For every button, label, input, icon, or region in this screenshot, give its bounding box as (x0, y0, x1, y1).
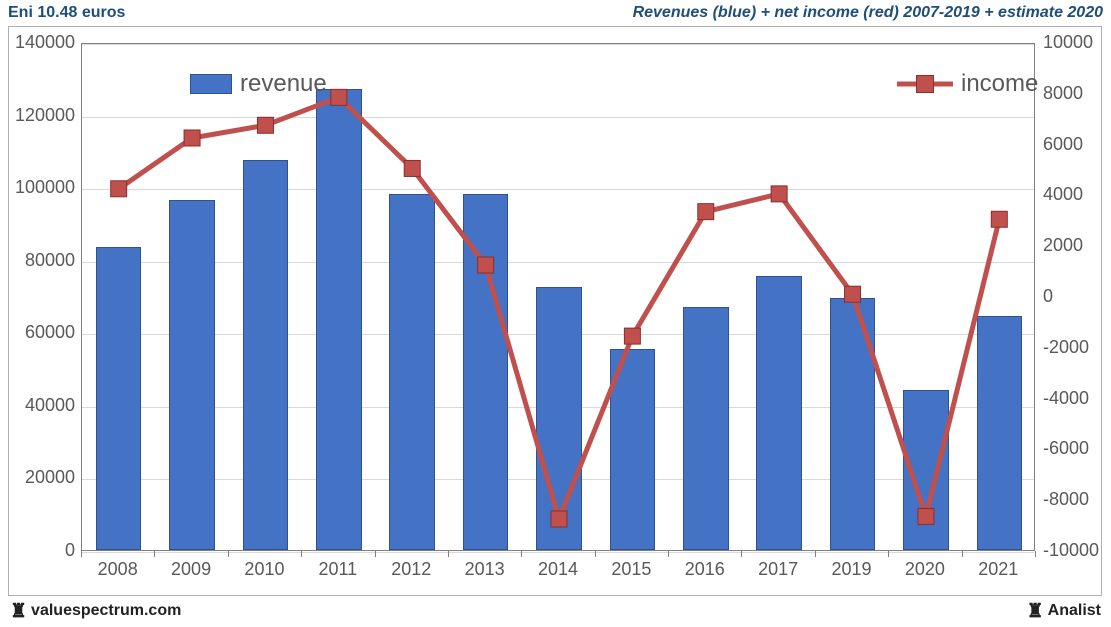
income-line (82, 44, 1036, 552)
x-tick (81, 551, 82, 557)
x-tick (1035, 551, 1036, 557)
plot-area: revenue income (81, 43, 1035, 551)
income-marker (184, 130, 200, 146)
chart-header: Eni 10.48 euros Revenues (blue) + net in… (0, 0, 1111, 26)
y-right-tick: 10000 (1043, 32, 1103, 53)
x-tick (815, 551, 816, 557)
y-right-tick: -8000 (1043, 489, 1103, 510)
income-marker (404, 160, 420, 176)
income-legend: income (897, 70, 1038, 98)
x-category: 2017 (758, 559, 798, 580)
header-left: Eni 10.48 euros (8, 4, 125, 22)
revenue-legend: revenue (190, 70, 327, 98)
x-tick (375, 551, 376, 557)
x-category: 2010 (244, 559, 284, 580)
y-left-tick: 0 (15, 540, 75, 561)
x-tick (301, 551, 302, 557)
y-right-tick: 0 (1043, 286, 1103, 307)
x-category: 2020 (905, 559, 945, 580)
x-tick (741, 551, 742, 557)
gridline (82, 552, 1034, 553)
y-left-tick: 60000 (15, 322, 75, 343)
income-marker (845, 286, 861, 302)
x-category: 2012 (391, 559, 431, 580)
income-marker (331, 89, 347, 105)
x-category: 2009 (171, 559, 211, 580)
x-category: 2011 (318, 559, 357, 580)
income-marker (991, 211, 1007, 227)
y-right-tick: 8000 (1043, 83, 1103, 104)
x-tick (154, 551, 155, 557)
y-left-tick: 120000 (15, 105, 75, 126)
y-right-tick: 4000 (1043, 184, 1103, 205)
chart-footer: ♜ valuespectrum.com ♜ Analist (0, 598, 1111, 624)
footer-right: ♜ Analist (1027, 602, 1101, 621)
x-category: 2019 (832, 559, 872, 580)
chart-frame: revenueincome 02000040000600008000010000… (8, 26, 1102, 596)
x-category: 2013 (465, 559, 505, 580)
income-swatch (897, 75, 953, 93)
income-marker (257, 117, 273, 133)
x-category: 2014 (538, 559, 578, 580)
income-marker (698, 204, 714, 220)
x-tick (668, 551, 669, 557)
income-marker (551, 511, 567, 527)
rook-icon: ♜ (1027, 602, 1044, 621)
header-right: Revenues (blue) + net income (red) 2007-… (633, 4, 1103, 22)
y-left-tick: 140000 (15, 32, 75, 53)
x-category: 2008 (98, 559, 138, 580)
y-left-tick: 80000 (15, 250, 75, 271)
footer-left: ♜ valuespectrum.com (10, 602, 181, 621)
y-right-tick: -10000 (1043, 540, 1103, 561)
x-category: 2021 (978, 559, 1018, 580)
y-right-tick: -2000 (1043, 337, 1103, 358)
x-category: 2016 (685, 559, 725, 580)
y-right-tick: 2000 (1043, 235, 1103, 256)
x-tick (521, 551, 522, 557)
x-tick (888, 551, 889, 557)
y-left-tick: 40000 (15, 395, 75, 416)
y-right-tick: 6000 (1043, 134, 1103, 155)
y-left-tick: 100000 (15, 177, 75, 198)
y-right-tick: -6000 (1043, 438, 1103, 459)
income-marker (111, 181, 127, 197)
x-tick (228, 551, 229, 557)
income-legend-label: income (961, 70, 1038, 98)
income-marker (771, 186, 787, 202)
income-marker (918, 508, 934, 524)
x-tick (962, 551, 963, 557)
y-right-tick: -4000 (1043, 388, 1103, 409)
footer-left-text: valuespectrum.com (31, 602, 181, 620)
income-marker (478, 257, 494, 273)
y-left-tick: 20000 (15, 467, 75, 488)
x-category: 2015 (611, 559, 651, 580)
revenue-legend-label: revenue (240, 70, 327, 98)
revenue-swatch (190, 74, 232, 94)
x-tick (595, 551, 596, 557)
income-marker (624, 328, 640, 344)
footer-right-text: Analist (1048, 602, 1101, 620)
rook-icon: ♜ (10, 602, 27, 621)
x-tick (448, 551, 449, 557)
